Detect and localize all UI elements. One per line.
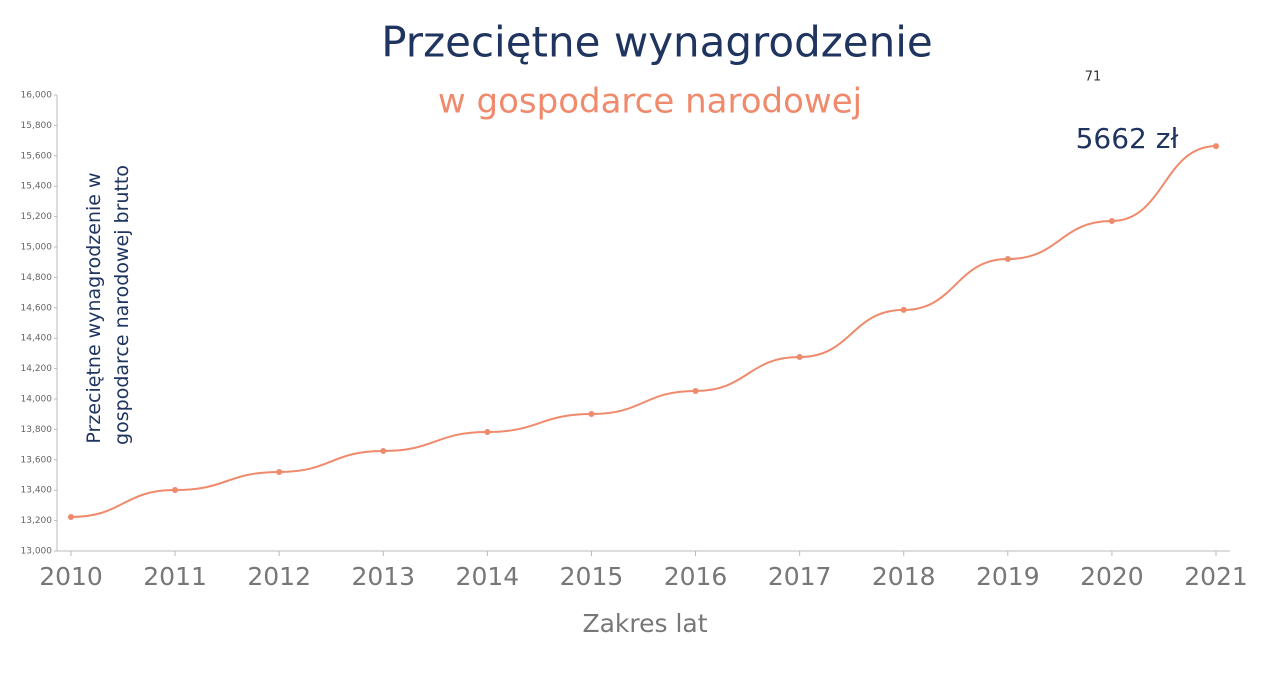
y-tick-label: 13,000 xyxy=(21,547,53,557)
y-tick-label: 15,600 xyxy=(21,151,53,161)
x-tick-label: 2012 xyxy=(247,562,311,591)
y-tick-label: 15,200 xyxy=(21,212,53,222)
x-tick-label: 2018 xyxy=(872,562,936,591)
point xyxy=(1108,218,1115,225)
y-tick-label: 14,200 xyxy=(21,364,53,374)
x-tick-label: 2016 xyxy=(664,562,728,591)
point xyxy=(1004,256,1011,263)
annotation: 71 xyxy=(1085,70,1102,85)
x-tick-label: 2017 xyxy=(768,562,832,591)
x-tick-label: 2010 xyxy=(39,562,103,591)
chart-title: Przeciętne wynagrodzenie xyxy=(381,18,933,67)
y-axis-label: Przeciętne wynagrodzenie w gospodarce na… xyxy=(83,165,133,445)
x-tick-label: 2015 xyxy=(560,562,624,591)
y-tick-label: 15,800 xyxy=(21,121,53,131)
point xyxy=(276,468,283,475)
y-tick-label: 15,400 xyxy=(21,182,53,192)
y-tick-label: 16,000 xyxy=(21,91,53,101)
point xyxy=(484,428,491,435)
y-tick-label: 14,000 xyxy=(21,395,53,405)
point xyxy=(588,411,595,418)
y-tick-label: 15,000 xyxy=(21,243,53,253)
point xyxy=(380,447,387,454)
line xyxy=(70,145,1217,518)
x-tick-label: 2021 xyxy=(1184,562,1248,591)
x-tick-label: 2020 xyxy=(1080,562,1144,591)
annotation: 5662 zł xyxy=(1076,122,1179,155)
point xyxy=(68,513,74,520)
y-axis-label-line: gospodarce narodowej brutto xyxy=(111,165,133,445)
point xyxy=(900,306,907,313)
x-tick-label: 2019 xyxy=(976,562,1040,591)
y-tick-label: 14,600 xyxy=(21,303,53,313)
y-tick-label: 14,400 xyxy=(21,334,53,344)
y-tick-label: 13,200 xyxy=(21,516,53,526)
x-tick-label: 2011 xyxy=(143,562,207,591)
point xyxy=(172,487,179,494)
y-axis-label-line: Przeciętne wynagrodzenie w xyxy=(83,172,105,443)
x-tick-label: 2014 xyxy=(456,562,520,591)
y-tick-label: 13,800 xyxy=(21,425,53,435)
x-tick-label: 2013 xyxy=(351,562,415,591)
y-tick-label: 13,400 xyxy=(21,486,53,496)
point xyxy=(796,354,803,361)
x-axis-label: Zakres lat xyxy=(582,609,707,638)
y-tick-label: 13,600 xyxy=(21,455,53,465)
point xyxy=(1213,143,1219,150)
point xyxy=(692,387,699,394)
chart-subtitle: w gospodarce narodowej xyxy=(438,82,862,122)
y-tick-label: 14,800 xyxy=(21,273,53,283)
